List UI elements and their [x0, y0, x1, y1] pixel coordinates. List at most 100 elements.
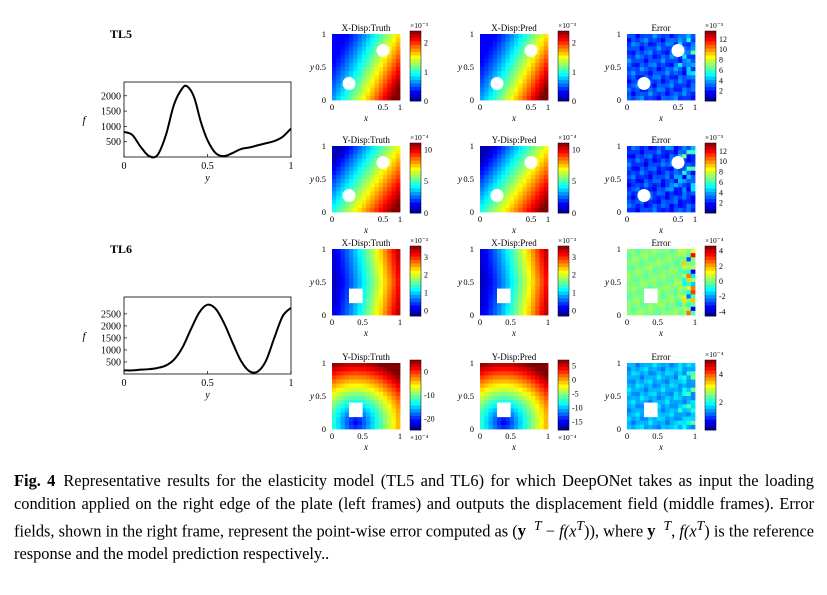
heat-cell — [539, 424, 545, 430]
heat-cell — [378, 249, 384, 254]
heat-cell — [497, 396, 502, 401]
colorbar-tick: 2 — [424, 271, 428, 280]
heat-cell — [387, 191, 392, 196]
heat-cell — [395, 269, 401, 275]
heat-cell — [526, 391, 532, 397]
heat-cell — [543, 154, 549, 159]
heat-cell — [644, 383, 649, 389]
heat-cell — [501, 38, 506, 43]
heat-cell — [627, 367, 632, 372]
heat-cell — [374, 269, 380, 275]
colorbar-tick: 8 — [719, 168, 723, 177]
colorbar-step — [410, 288, 421, 292]
heat-cell — [539, 42, 545, 47]
heat-cell — [686, 416, 692, 422]
heat-cell — [686, 199, 692, 205]
heat-cell — [635, 269, 641, 275]
heat-cell — [340, 158, 346, 163]
colorbar-step — [705, 97, 716, 102]
heat-cell — [505, 62, 511, 68]
heat-cell — [669, 400, 675, 405]
heat-cell — [690, 91, 696, 97]
heat-cell — [387, 154, 392, 159]
heat-cell — [501, 400, 506, 405]
heat-cell — [344, 294, 350, 299]
heat-x-tick: 0 — [625, 102, 629, 112]
heat-cell — [539, 387, 545, 393]
heat-cell — [514, 154, 519, 159]
heat-cell — [509, 46, 515, 51]
heat-cell — [357, 50, 363, 56]
heat-cell — [531, 269, 536, 275]
heat-cell — [488, 162, 494, 168]
heat-cell — [518, 363, 523, 368]
heat-cell — [349, 282, 354, 287]
heat-cell — [543, 257, 549, 262]
colorbar-step — [705, 309, 716, 313]
heat-cell — [543, 286, 549, 291]
heat-cell — [543, 290, 549, 295]
heat-cell — [665, 146, 670, 151]
heat-cell — [526, 416, 532, 422]
heat-cell — [488, 54, 494, 60]
heat-cell — [627, 265, 632, 271]
heat-cell — [387, 400, 392, 405]
heat-cell — [539, 75, 545, 80]
heat-cell — [374, 207, 380, 213]
heat-x-tick: 0 — [625, 431, 629, 441]
heat-cell — [631, 286, 636, 291]
heat-cell — [383, 166, 388, 172]
heat-cell — [644, 199, 649, 205]
heat-cell — [656, 166, 662, 172]
heat-cell — [370, 83, 375, 89]
heat-cell — [669, 91, 675, 97]
heat-cell — [522, 412, 528, 418]
heat-cell — [378, 170, 384, 176]
heat-cell — [639, 158, 645, 163]
heat-cell — [678, 195, 683, 201]
heat-cell — [531, 146, 536, 151]
colorbar-step — [705, 246, 716, 250]
heat-cell — [378, 71, 384, 76]
heat-cell — [353, 54, 358, 60]
heat-cell — [357, 367, 363, 372]
heat-cell — [374, 375, 380, 380]
heat-cell — [648, 253, 653, 258]
heat-cell — [480, 83, 485, 89]
heat-cell — [682, 38, 687, 43]
heat-cell — [370, 91, 375, 97]
heat-cell — [488, 412, 494, 418]
colorbar-step — [410, 66, 421, 70]
heat-cell — [522, 146, 528, 151]
heat-cell — [488, 50, 494, 56]
heat-cell — [505, 87, 511, 93]
heat-cell — [374, 50, 380, 56]
heat-x-label: x — [511, 328, 516, 338]
heat-cell — [627, 58, 632, 64]
heat-cell — [497, 420, 502, 426]
load-curve — [123, 303, 292, 374]
heat-cell — [635, 67, 641, 72]
heat-x-tick: 0.5 — [357, 431, 368, 441]
heat-cell — [370, 150, 375, 155]
heat-cell — [648, 375, 653, 380]
colorbar-step — [705, 143, 716, 147]
heat-cell — [635, 396, 641, 401]
heat-cell — [690, 75, 696, 80]
colorbar-exponent: ×10⁻⁴ — [410, 433, 429, 442]
heat-cell — [635, 75, 641, 80]
colorbar-step — [410, 249, 421, 254]
colorbar-step — [705, 171, 716, 175]
heat-cell — [480, 42, 485, 47]
heat-cell — [378, 387, 384, 393]
heat-cell — [378, 54, 384, 60]
colorbar-step — [410, 274, 421, 278]
heat-cell — [644, 58, 649, 64]
heat-cell — [374, 379, 380, 385]
heat-cell — [661, 42, 666, 47]
heat-cell — [353, 261, 358, 266]
heat-cell — [383, 408, 388, 413]
colorbar-tick: 10 — [572, 145, 580, 154]
heat-cell — [514, 79, 519, 84]
heat-cell — [480, 310, 485, 316]
